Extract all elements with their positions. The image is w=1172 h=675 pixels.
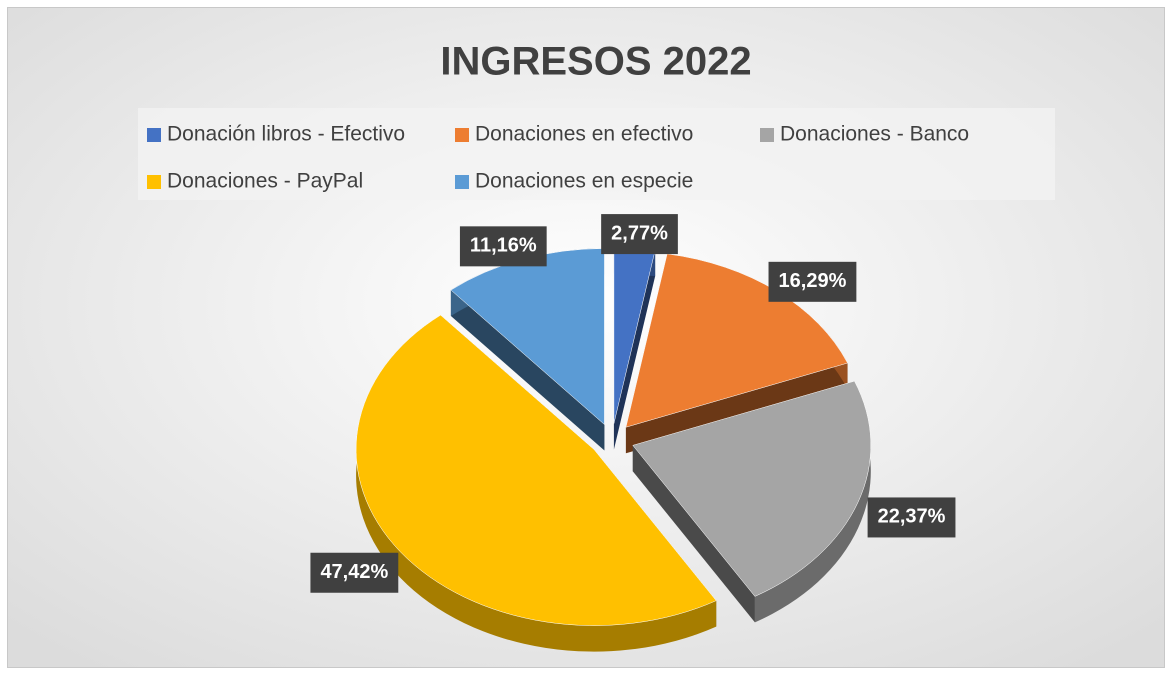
data-label-group: 22,37% bbox=[867, 497, 956, 538]
slice-side bbox=[625, 363, 848, 454]
data-label-box bbox=[601, 214, 678, 255]
legend-swatch bbox=[147, 128, 161, 142]
legend-swatch bbox=[147, 175, 161, 189]
slice-side bbox=[356, 315, 717, 652]
data-label-group: 47,42% bbox=[310, 552, 399, 593]
legend-swatch bbox=[760, 128, 774, 142]
legend-swatch bbox=[455, 175, 469, 189]
data-label: 11,16% bbox=[470, 235, 537, 257]
legend-label: Donaciones en especie bbox=[475, 170, 693, 193]
data-label: 16,29% bbox=[779, 270, 847, 292]
data-label-group: 2,77% bbox=[601, 214, 678, 255]
data-label-box bbox=[310, 552, 399, 593]
data-label-group: 11,16% bbox=[459, 226, 547, 267]
legend-label: Donaciones en efectivo bbox=[475, 123, 693, 146]
slice-side bbox=[450, 290, 605, 451]
slice bbox=[355, 314, 717, 626]
chart-title: INGRESOS 2022 bbox=[440, 40, 751, 84]
legend-label: Donaciones - PayPal bbox=[167, 170, 363, 193]
data-label-box bbox=[867, 497, 956, 538]
data-label: 22,37% bbox=[878, 506, 946, 528]
slice-side bbox=[632, 445, 755, 623]
data-label: 47,42% bbox=[320, 561, 388, 583]
data-label-box bbox=[768, 261, 857, 302]
data-label: 2,77% bbox=[611, 222, 668, 244]
legend-box bbox=[138, 108, 1055, 200]
data-label-box bbox=[459, 226, 547, 267]
legend-swatch bbox=[455, 128, 469, 142]
slice-side bbox=[613, 250, 656, 450]
data-label-group: 16,29% bbox=[768, 261, 857, 302]
legend-label: Donación libros - Efectivo bbox=[167, 123, 405, 146]
slice bbox=[632, 380, 872, 597]
legend-label: Donaciones - Banco bbox=[780, 123, 969, 146]
